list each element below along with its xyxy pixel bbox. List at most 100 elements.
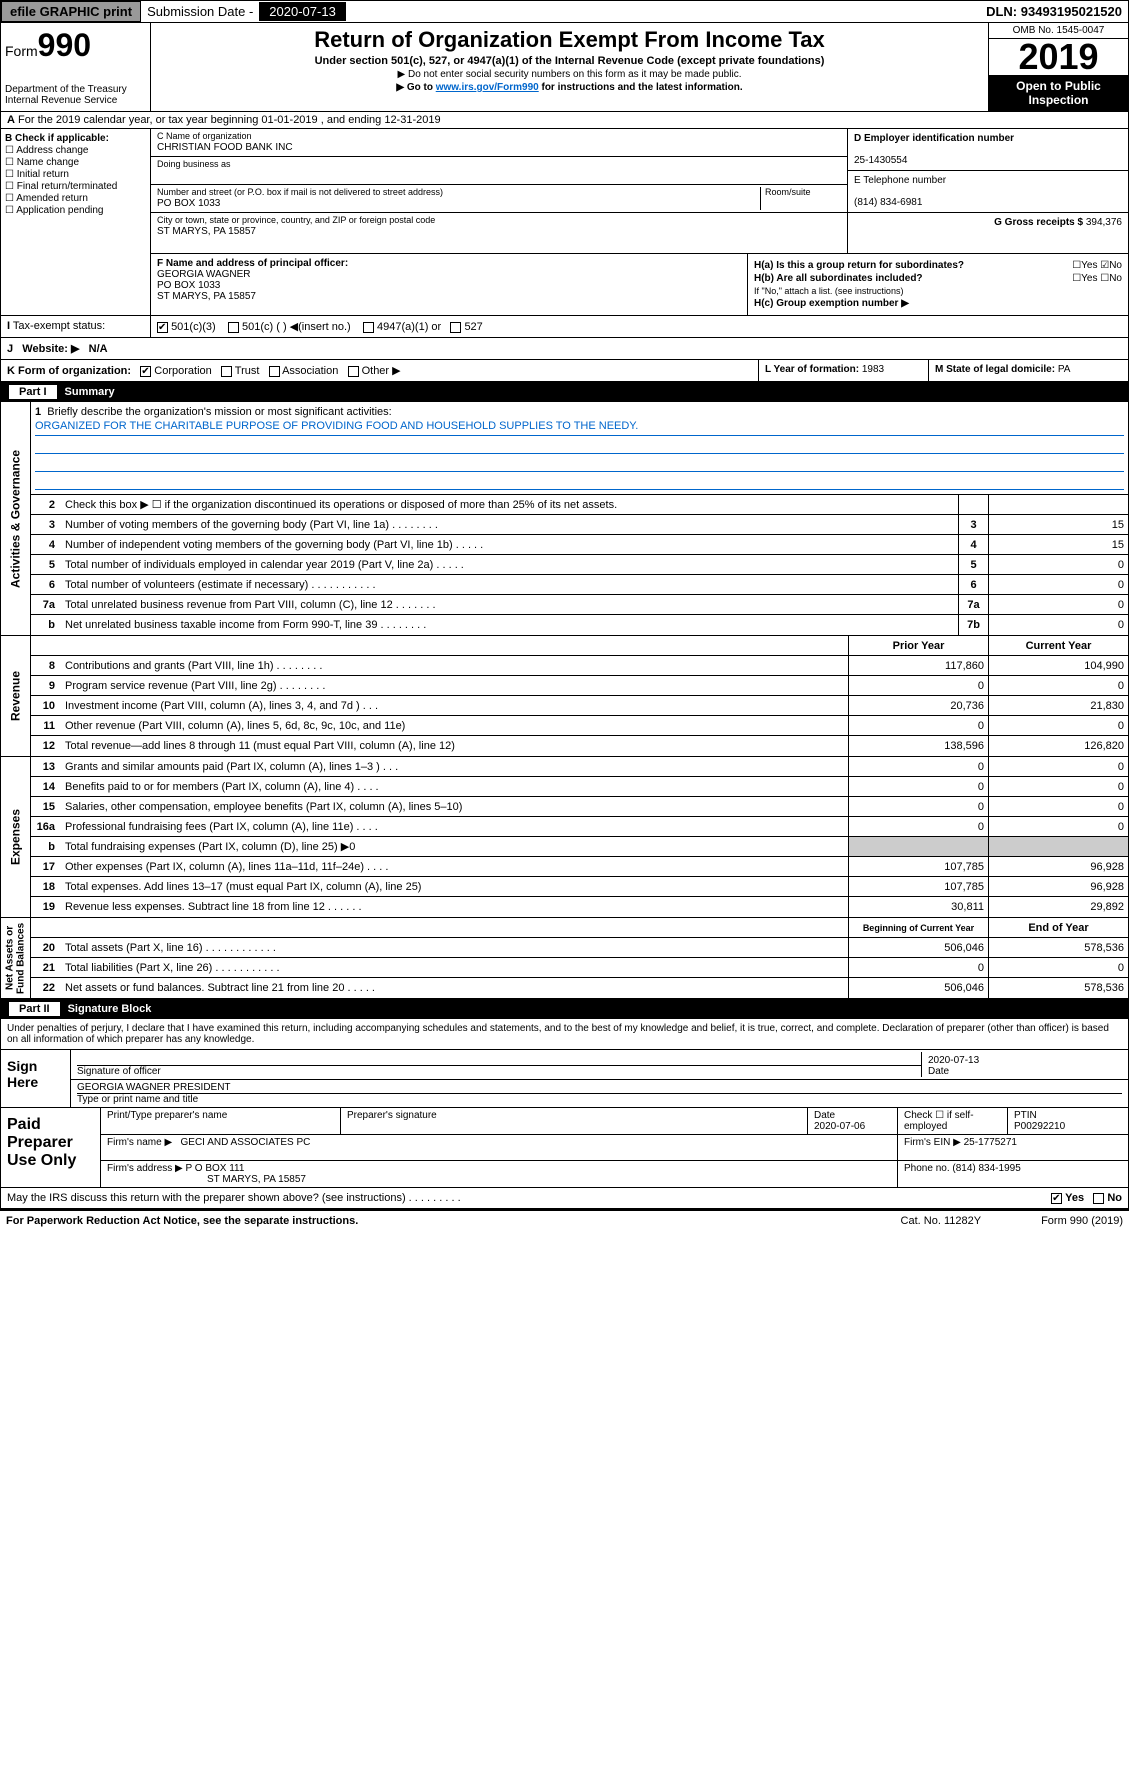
gov-row: 3Number of voting members of the governi… — [31, 515, 1128, 535]
summary-governance: Activities & Governance 1 Briefly descri… — [0, 402, 1129, 636]
line-a-period: A For the 2019 calendar year, or tax yea… — [0, 112, 1129, 129]
gross-receipts: 394,376 — [1086, 217, 1122, 228]
ck-501c[interactable] — [228, 322, 239, 333]
data-row: 12Total revenue—add lines 8 through 11 (… — [31, 736, 1128, 756]
row-j-website: J Website: ▶ N/A — [0, 338, 1129, 360]
form-header: Form990 Department of the Treasury Inter… — [0, 23, 1129, 112]
row-k: K Form of organization: Corporation Trus… — [0, 360, 1129, 382]
submission-date: 2020-07-13 — [259, 2, 346, 21]
vtab-governance: Activities & Governance — [1, 402, 31, 635]
box-h: H(a) Is this a group return for subordin… — [748, 254, 1128, 315]
signature-section: Under penalties of perjury, I declare th… — [0, 1019, 1129, 1108]
officer-name: GEORGIA WAGNER PRESIDENT — [77, 1082, 231, 1093]
vtab-revenue: Revenue — [1, 636, 31, 756]
data-row: 22Net assets or fund balances. Subtract … — [31, 978, 1128, 998]
vtab-net-assets: Net Assets or Fund Balances — [1, 918, 31, 998]
street: PO BOX 1033 — [157, 198, 220, 209]
data-row: 21Total liabilities (Part X, line 26) . … — [31, 958, 1128, 978]
ssn-note: ▶ Do not enter social security numbers o… — [155, 69, 984, 80]
ck-discuss-yes[interactable] — [1051, 1193, 1062, 1204]
efile-button[interactable]: efile GRAPHIC print — [1, 1, 141, 22]
ck-assoc[interactable] — [269, 366, 280, 377]
ein: 25-1430554 — [854, 155, 907, 166]
org-name: CHRISTIAN FOOD BANK INC — [157, 142, 293, 153]
sig-date: 2020-07-13 — [928, 1055, 979, 1066]
discuss-row: May the IRS discuss this return with the… — [0, 1188, 1129, 1209]
gov-row: 4Number of independent voting members of… — [31, 535, 1128, 555]
ck-4947[interactable] — [363, 322, 374, 333]
ck-discuss-no[interactable] — [1093, 1193, 1104, 1204]
dept-treasury: Department of the Treasury Internal Reve… — [5, 84, 146, 106]
data-row: 19Revenue less expenses. Subtract line 1… — [31, 897, 1128, 917]
firm-name: GECI AND ASSOCIATES PC — [181, 1137, 311, 1148]
irs-link[interactable]: www.irs.gov/Form990 — [436, 82, 539, 93]
ck-pending[interactable]: ☐ Application pending — [5, 205, 146, 216]
data-row: 20Total assets (Part X, line 16) . . . .… — [31, 938, 1128, 958]
firm-addr1: P O BOX 111 — [186, 1163, 245, 1174]
ck-501c3[interactable] — [157, 322, 168, 333]
box-f: F Name and address of principal officer:… — [151, 254, 748, 315]
part-1-header: Part ISummary — [0, 382, 1129, 402]
data-row: 9Program service revenue (Part VIII, lin… — [31, 676, 1128, 696]
ck-other[interactable] — [348, 366, 359, 377]
ck-address[interactable]: ☐ Address change — [5, 145, 146, 156]
section-b-to-h: B Check if applicable: ☐ Address change … — [0, 129, 1129, 316]
open-public: Open to Public Inspection — [989, 75, 1128, 111]
ck-initial[interactable]: ☐ Initial return — [5, 169, 146, 180]
city: ST MARYS, PA 15857 — [157, 226, 256, 237]
prep-date: 2020-07-06 — [814, 1121, 865, 1132]
summary-revenue: Revenue Prior YearCurrent Year 8Contribu… — [0, 636, 1129, 757]
firm-addr2: ST MARYS, PA 15857 — [207, 1174, 306, 1185]
box-d-e-g: D Employer identification number25-14305… — [848, 129, 1128, 253]
form-title: Return of Organization Exempt From Incom… — [155, 27, 984, 53]
data-row: 17Other expenses (Part IX, column (A), l… — [31, 857, 1128, 877]
box-b: B Check if applicable: ☐ Address change … — [1, 129, 151, 315]
data-row: 14Benefits paid to or for members (Part … — [31, 777, 1128, 797]
ck-527[interactable] — [450, 322, 461, 333]
data-row: 15Salaries, other compensation, employee… — [31, 797, 1128, 817]
mission-block: 1 Briefly describe the organization's mi… — [31, 402, 1128, 495]
ck-trust[interactable] — [221, 366, 232, 377]
paid-preparer-label: Paid Preparer Use Only — [1, 1108, 101, 1187]
ck-amended[interactable]: ☐ Amended return — [5, 193, 146, 204]
telephone: (814) 834-6981 — [854, 197, 922, 208]
ck-final[interactable]: ☐ Final return/terminated — [5, 181, 146, 192]
data-row: 18Total expenses. Add lines 13–17 (must … — [31, 877, 1128, 897]
submission-label: Submission Date - — [141, 4, 259, 19]
form-subtitle: Under section 501(c), 527, or 4947(a)(1)… — [155, 55, 984, 67]
gov-row: 6Total number of volunteers (estimate if… — [31, 575, 1128, 595]
firm-phone: (814) 834-1995 — [952, 1163, 1020, 1174]
ptin: P00292210 — [1014, 1121, 1065, 1132]
summary-expenses: Expenses 13Grants and similar amounts pa… — [0, 757, 1129, 918]
data-row: bTotal fundraising expenses (Part IX, co… — [31, 837, 1128, 857]
sig-declaration: Under penalties of perjury, I declare th… — [1, 1019, 1128, 1050]
gov-row: bNet unrelated business taxable income f… — [31, 615, 1128, 635]
data-row: 11Other revenue (Part VIII, column (A), … — [31, 716, 1128, 736]
gov-row: 5Total number of individuals employed in… — [31, 555, 1128, 575]
link-note: ▶ Go to www.irs.gov/Form990 for instruct… — [155, 82, 984, 93]
tax-year: 2019 — [989, 39, 1128, 75]
dln: DLN: 93493195021520 — [980, 4, 1128, 19]
row-i-tax-status: I Tax-exempt status: 501(c)(3) 501(c) ( … — [0, 316, 1129, 338]
part-2-header: Part IISignature Block — [0, 999, 1129, 1019]
mission-text: ORGANIZED FOR THE CHARITABLE PURPOSE OF … — [35, 420, 1124, 436]
sign-here-label: Sign Here — [1, 1050, 71, 1107]
ck-name[interactable]: ☐ Name change — [5, 157, 146, 168]
data-row: 8Contributions and grants (Part VIII, li… — [31, 656, 1128, 676]
summary-net-assets: Net Assets or Fund Balances Beginning of… — [0, 918, 1129, 999]
gov-row: 2Check this box ▶ ☐ if the organization … — [31, 495, 1128, 515]
gov-row: 7aTotal unrelated business revenue from … — [31, 595, 1128, 615]
data-row: 16aProfessional fundraising fees (Part I… — [31, 817, 1128, 837]
top-toolbar: efile GRAPHIC print Submission Date - 20… — [0, 0, 1129, 23]
state-domicile: PA — [1058, 364, 1071, 375]
paid-preparer-section: Paid Preparer Use Only Print/Type prepar… — [0, 1108, 1129, 1188]
page-footer: For Paperwork Reduction Act Notice, see … — [0, 1209, 1129, 1231]
firm-ein: 25-1775271 — [964, 1137, 1017, 1148]
data-row: 13Grants and similar amounts paid (Part … — [31, 757, 1128, 777]
ck-corp[interactable] — [140, 366, 151, 377]
form-number: Form990 — [5, 27, 146, 64]
data-row: 10Investment income (Part VIII, column (… — [31, 696, 1128, 716]
vtab-expenses: Expenses — [1, 757, 31, 917]
year-formation: 1983 — [862, 364, 884, 375]
box-c: C Name of organizationCHRISTIAN FOOD BAN… — [151, 129, 848, 253]
